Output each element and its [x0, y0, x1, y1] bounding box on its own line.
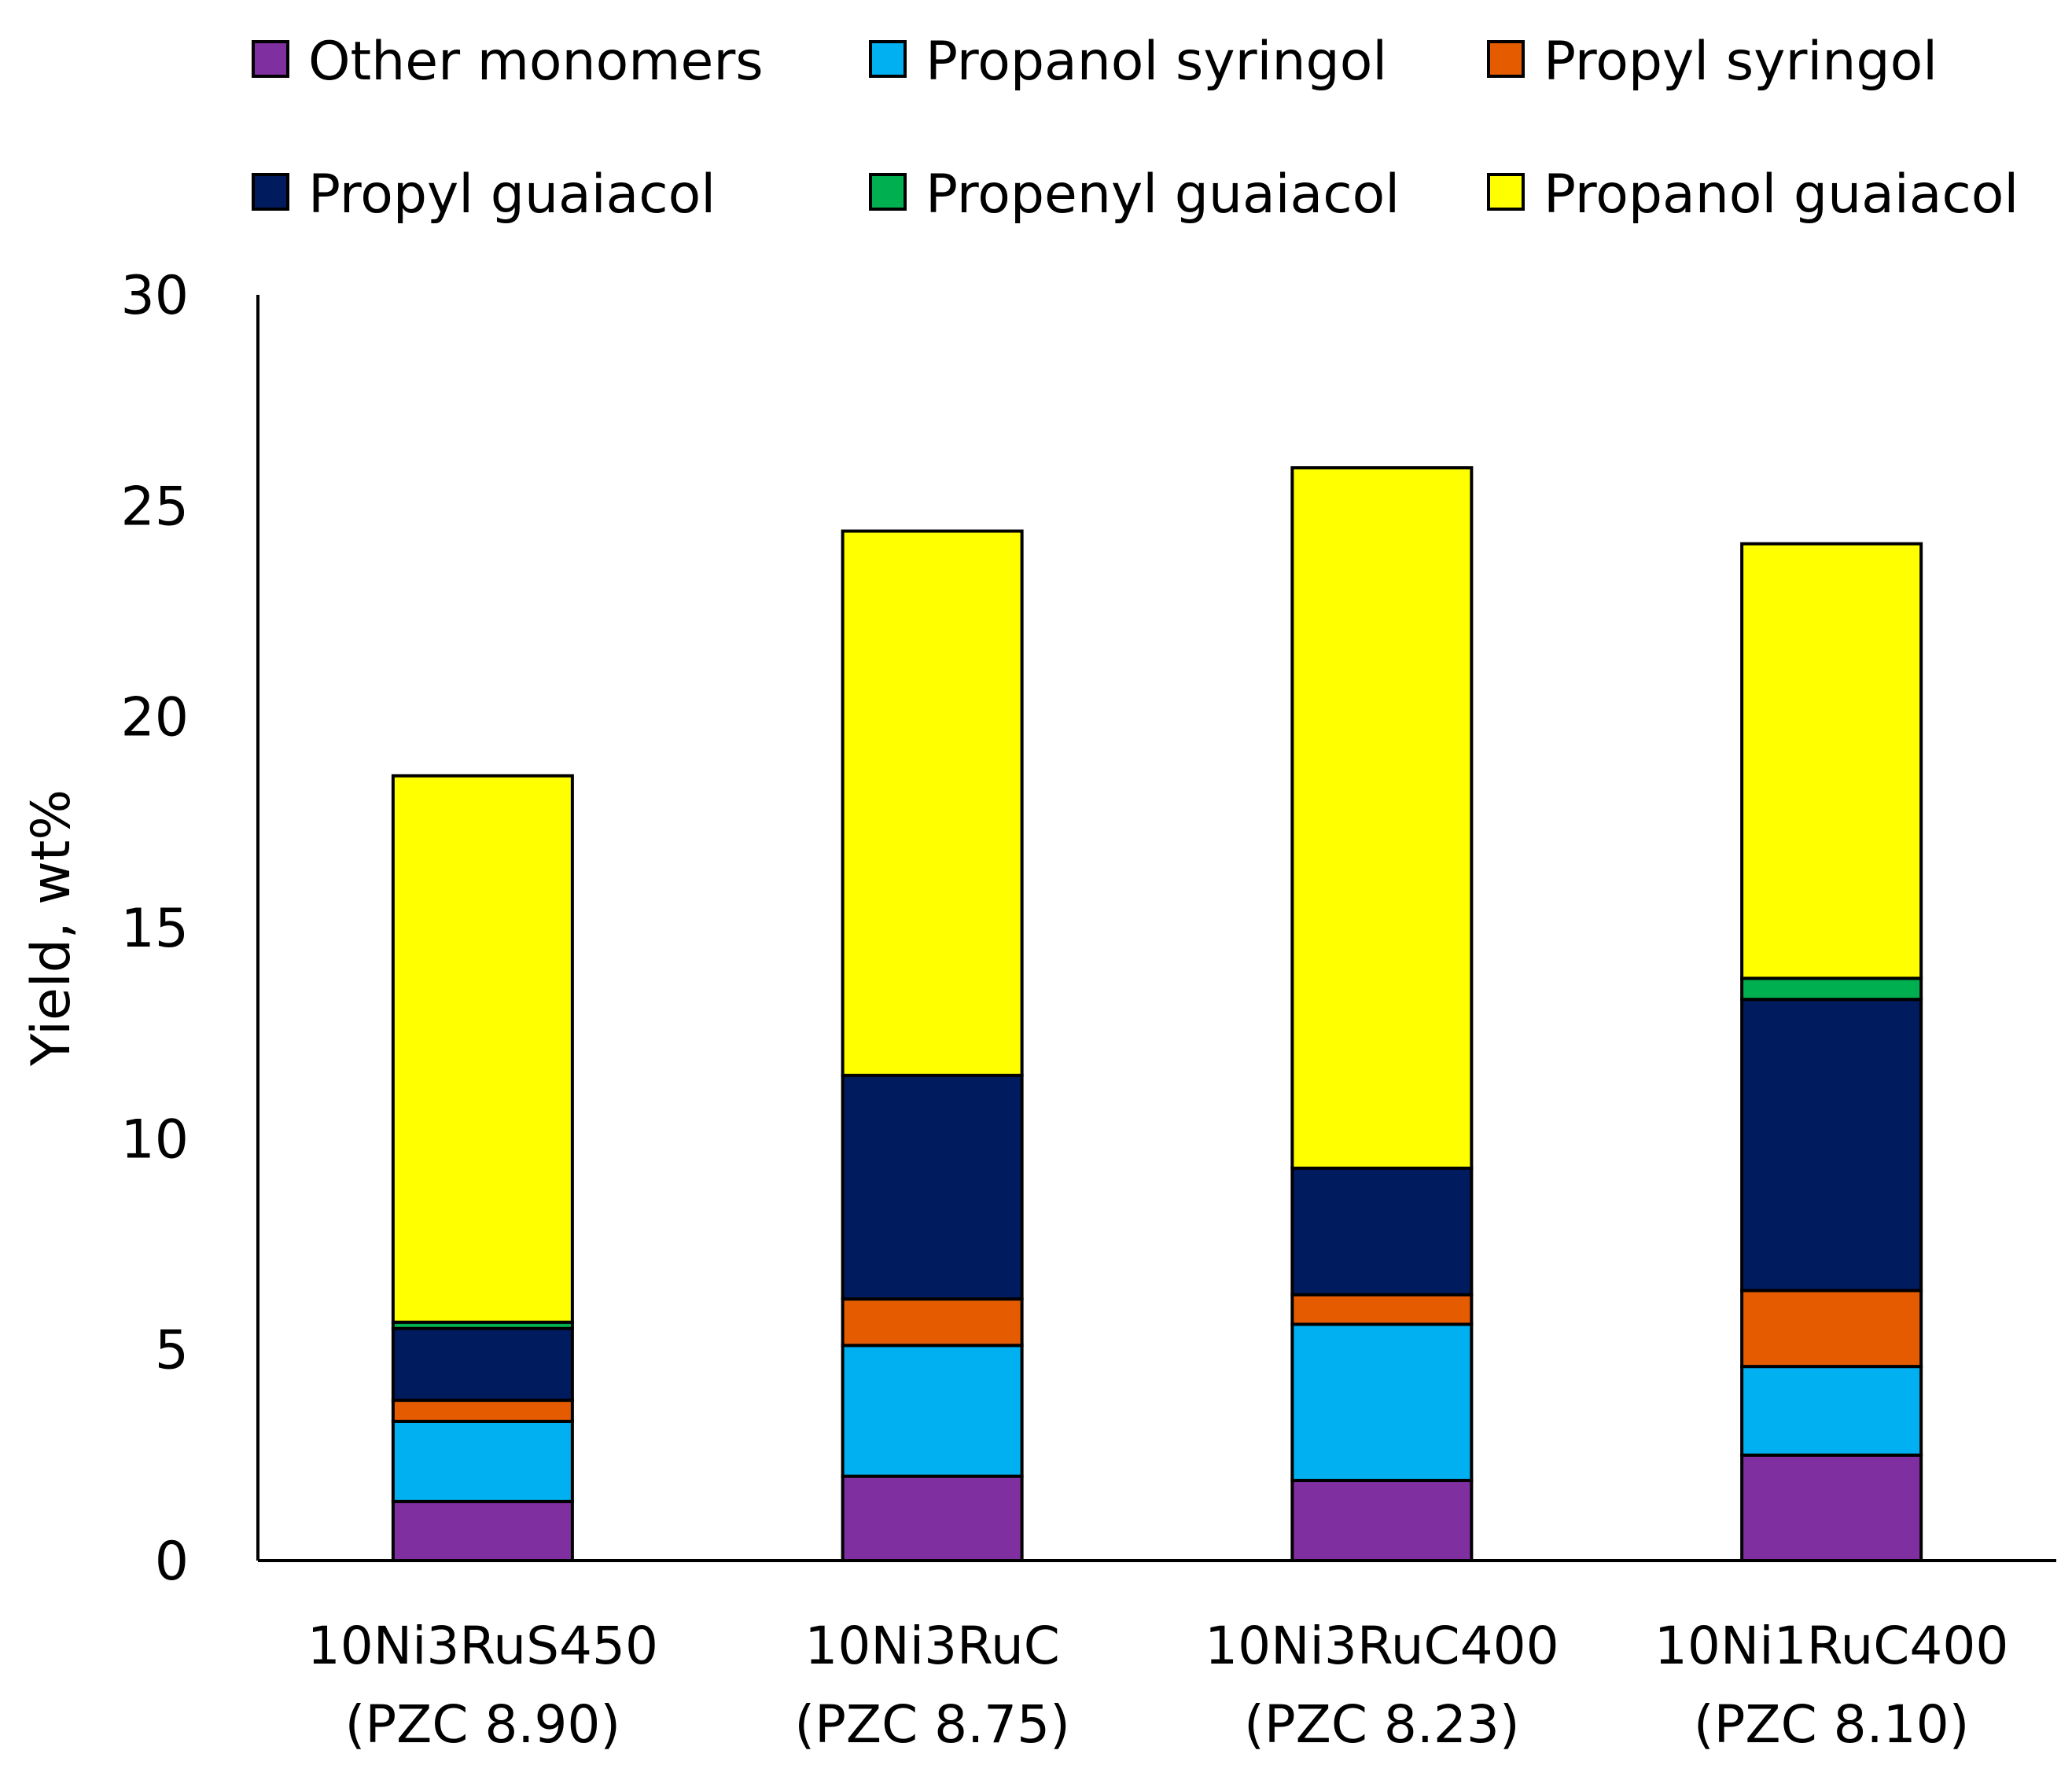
y-ticks: 0 5 10 15 20 25 30 — [120, 265, 189, 1593]
bar-segment — [841, 1474, 1024, 1562]
bar-segment — [841, 1073, 1024, 1301]
legend-item: Propanol guaiacol — [1487, 164, 2019, 226]
y-tick-label: 15 — [120, 898, 189, 960]
bar-segment — [1290, 1166, 1474, 1296]
legend-label: Propanol syringol — [926, 31, 1387, 93]
bars — [391, 466, 1923, 1563]
legend-swatch — [1487, 40, 1525, 78]
legend-item: Propanol syringol — [869, 31, 1387, 93]
x-category-sublabel: (PZC 8.23) — [1244, 1694, 1520, 1755]
bar-segment — [1290, 1322, 1474, 1483]
bar-segment — [391, 1399, 574, 1423]
legend-label: Other monomers — [308, 31, 764, 93]
legend-swatch — [1487, 173, 1525, 211]
y-tick-label: 30 — [120, 265, 189, 327]
y-tick-label: 0 — [155, 1531, 189, 1593]
legend-item: Propyl syringol — [1487, 31, 1938, 93]
x-category-label: 10Ni3RuC400 — [1205, 1616, 1559, 1676]
bar-segment — [1740, 1289, 1923, 1369]
legend-label: Propenyl guaiacol — [926, 164, 1400, 226]
bar-segment — [1740, 998, 1923, 1292]
legend-swatch — [252, 173, 289, 211]
bar-segment — [841, 529, 1024, 1077]
legend-label: Propyl syringol — [1544, 31, 1938, 93]
x-category-label: 10Ni3RuC — [804, 1616, 1060, 1676]
x-category-label: 10Ni3RuS450 — [307, 1616, 658, 1676]
legend-swatch — [252, 40, 289, 78]
legend: Other monomers Propanol syringol Propyl sy… — [252, 31, 2019, 226]
y-tick-label: 10 — [120, 1109, 189, 1171]
x-category-label: 10Ni1RuC400 — [1654, 1616, 2008, 1676]
legend-label: Propanol guaiacol — [1544, 164, 2019, 226]
bar-segment — [1740, 976, 1923, 1002]
x-category-sublabel: (PZC 8.10) — [1694, 1694, 1970, 1755]
y-tick-label: 5 — [155, 1320, 189, 1382]
bar-segment — [391, 1326, 574, 1403]
bar-segment — [1740, 542, 1923, 980]
bar-segment — [1740, 1453, 1923, 1563]
bar-segment — [841, 1297, 1024, 1348]
y-tick-label: 20 — [120, 687, 189, 749]
bar-segment — [391, 774, 574, 1324]
bar-segment — [1740, 1365, 1923, 1457]
x-category-sublabel: (PZC 8.75) — [794, 1694, 1070, 1755]
legend-swatch — [869, 173, 907, 211]
x-category-sublabel: (PZC 8.90) — [345, 1694, 621, 1755]
bar-segment — [391, 1499, 574, 1563]
legend-swatch — [869, 40, 907, 78]
bar-segment — [391, 1419, 574, 1503]
bar-segment — [841, 1344, 1024, 1478]
legend-item: Propyl guaiacol — [252, 164, 716, 226]
legend-item: Propenyl guaiacol — [869, 164, 1400, 226]
axes — [256, 295, 2056, 1562]
y-axis-title: Yield, wt% — [20, 789, 83, 1067]
legend-item: Other monomers — [252, 31, 764, 93]
bar-segment — [1290, 466, 1474, 1170]
x-labels: 10Ni3RuS450 (PZC 8.90) 10Ni3RuC (PZC 8.75) 1… — [307, 1616, 2009, 1755]
bar-segment — [1290, 1479, 1474, 1562]
legend-label: Propyl guaiacol — [308, 164, 716, 226]
bar-segment — [1290, 1292, 1474, 1326]
y-tick-label: 25 — [120, 476, 189, 538]
